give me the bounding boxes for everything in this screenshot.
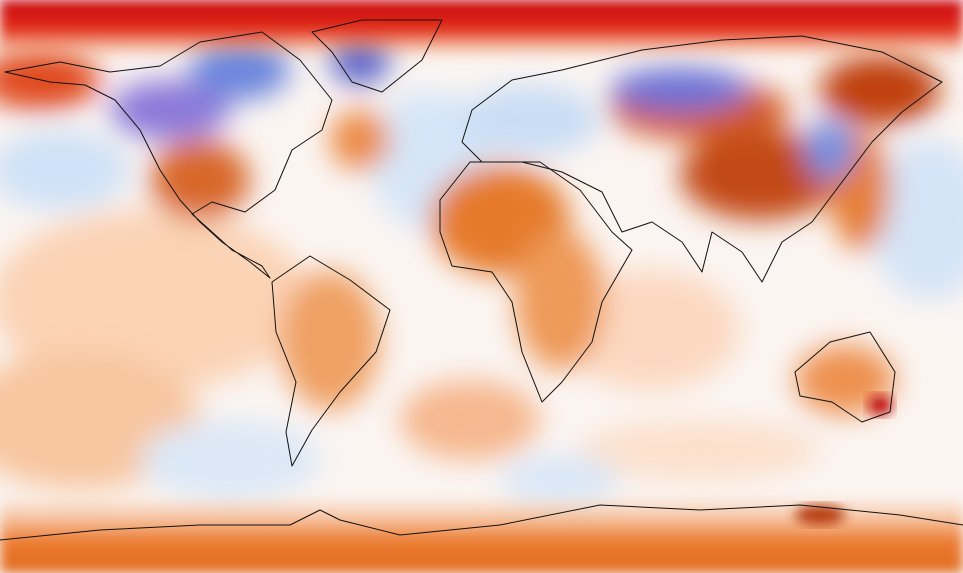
arctic-band bbox=[0, 0, 963, 60]
anomaly-spot bbox=[868, 395, 892, 415]
anomaly-field bbox=[0, 35, 963, 505]
greenland bbox=[311, 19, 443, 93]
africa bbox=[439, 161, 633, 403]
coastlines bbox=[0, 19, 963, 541]
north-america bbox=[4, 31, 333, 279]
south-america bbox=[271, 255, 391, 467]
antarctica bbox=[0, 504, 963, 541]
anomaly-spot bbox=[795, 505, 845, 525]
eurasia bbox=[461, 35, 943, 283]
australia bbox=[794, 331, 896, 423]
